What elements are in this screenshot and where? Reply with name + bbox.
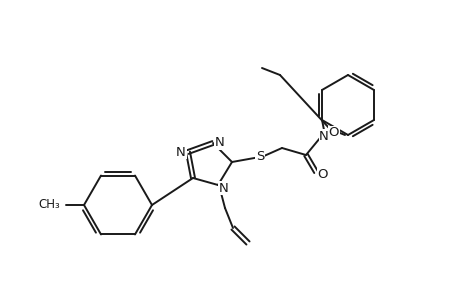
Text: CH₃: CH₃ [38, 199, 60, 212]
Text: NH: NH [319, 130, 338, 142]
Text: O: O [328, 127, 339, 140]
Text: N: N [218, 182, 229, 194]
Text: O: O [317, 167, 328, 181]
Text: S: S [255, 151, 263, 164]
Text: N: N [176, 146, 185, 158]
Text: N: N [215, 136, 224, 149]
